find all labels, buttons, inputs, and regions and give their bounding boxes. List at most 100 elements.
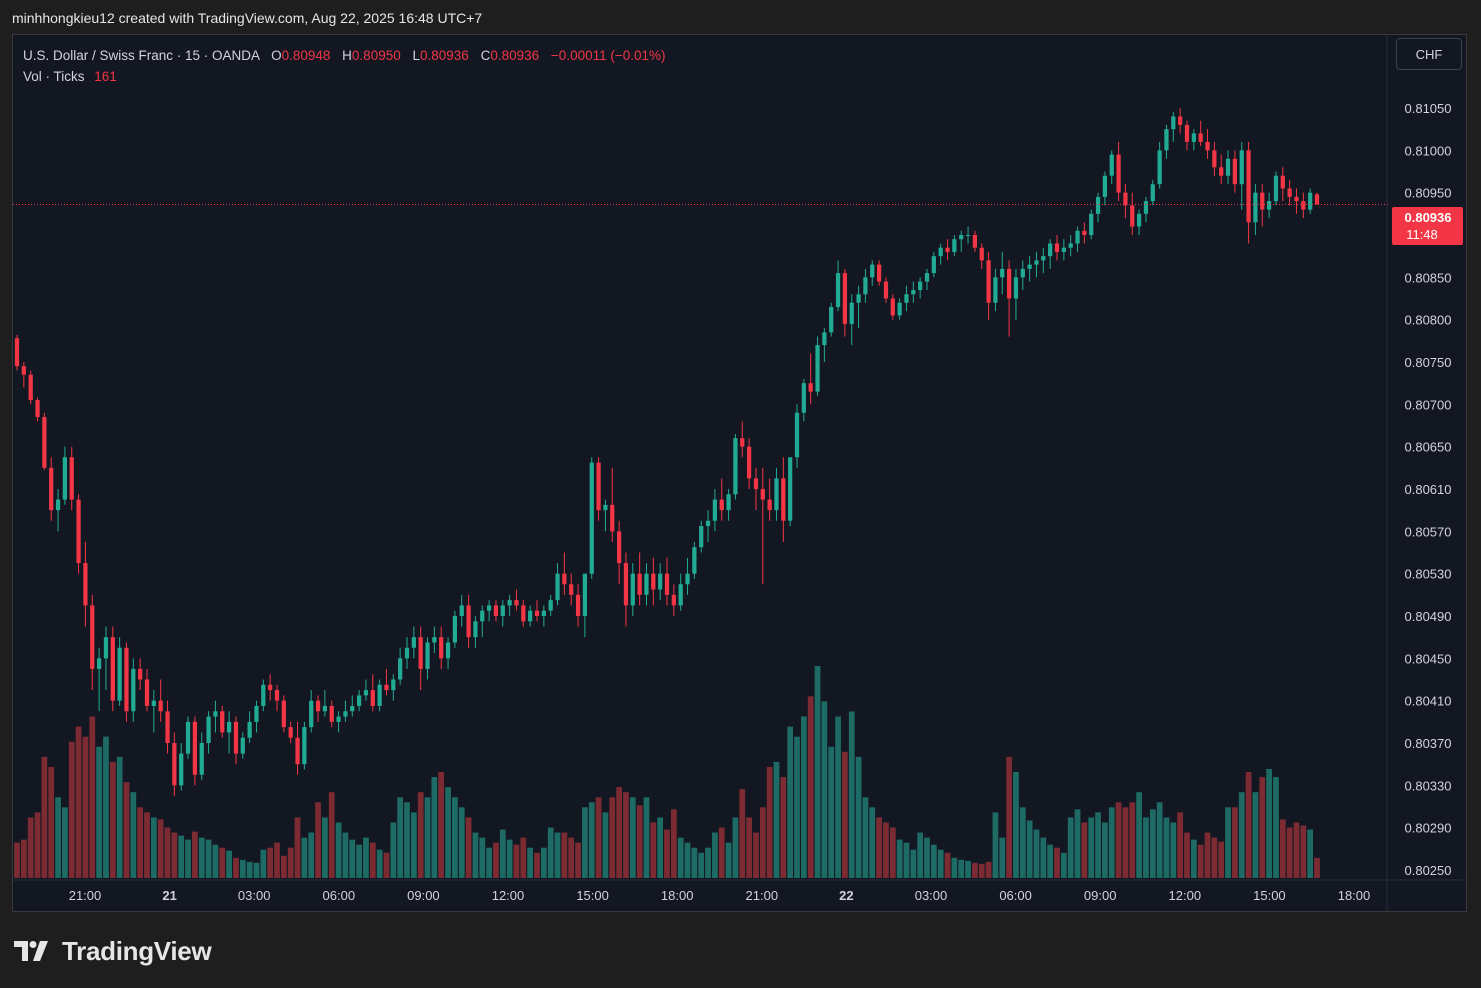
candle-body[interactable]	[883, 281, 889, 299]
candle-body[interactable]	[610, 504, 615, 532]
tradingview-brand[interactable]: TradingView	[14, 934, 212, 968]
candle-body[interactable]	[705, 520, 711, 527]
candle-body[interactable]	[1061, 247, 1066, 252]
candle-body[interactable]	[42, 417, 47, 468]
candle-body[interactable]	[138, 668, 143, 680]
candle-body[interactable]	[411, 637, 416, 648]
candle-body[interactable]	[1109, 154, 1114, 176]
candle-body[interactable]	[343, 711, 348, 717]
candle-body[interactable]	[692, 547, 697, 574]
candle-body[interactable]	[486, 605, 492, 611]
candle-body[interactable]	[630, 573, 635, 606]
candle-body[interactable]	[897, 302, 902, 316]
candle-body[interactable]	[336, 716, 341, 722]
candle-body[interactable]	[575, 594, 581, 616]
candle-body[interactable]	[493, 605, 499, 616]
candle-body[interactable]	[623, 563, 629, 606]
candle-body[interactable]	[473, 621, 478, 638]
candle-body[interactable]	[185, 721, 191, 754]
candle-body[interactable]	[35, 400, 40, 418]
candle-body[interactable]	[192, 721, 198, 775]
candle-body[interactable]	[603, 504, 608, 511]
candle-body[interactable]	[247, 721, 252, 738]
candle-body[interactable]	[1171, 116, 1176, 130]
candle-body[interactable]	[562, 573, 567, 585]
candle-body[interactable]	[1314, 194, 1320, 205]
candle-body[interactable]	[931, 256, 936, 274]
candle-body[interactable]	[398, 658, 403, 680]
candle-body[interactable]	[1212, 150, 1217, 168]
candle-body[interactable]	[151, 700, 156, 706]
candle-body[interactable]	[240, 737, 245, 754]
candle-body[interactable]	[254, 705, 259, 722]
candle-body[interactable]	[1006, 268, 1012, 299]
candle-body[interactable]	[986, 260, 991, 303]
candle-body[interactable]	[952, 239, 957, 252]
candle-body[interactable]	[733, 438, 738, 495]
candle-body[interactable]	[651, 573, 656, 590]
candle-body[interactable]	[1102, 175, 1108, 197]
candle-body[interactable]	[404, 647, 410, 659]
candle-body[interactable]	[507, 600, 512, 606]
candle-body[interactable]	[1013, 277, 1019, 299]
candle-body[interactable]	[315, 700, 321, 712]
candle-body[interactable]	[1143, 201, 1149, 214]
candle-body[interactable]	[158, 700, 163, 712]
candle-body[interactable]	[1041, 256, 1046, 261]
candle-body[interactable]	[726, 494, 731, 511]
candle-body[interactable]	[302, 727, 307, 765]
candle-body[interactable]	[1287, 188, 1292, 197]
candle-body[interactable]	[233, 721, 239, 754]
candle-body[interactable]	[213, 711, 218, 717]
candle-body[interactable]	[459, 605, 464, 616]
candle-body[interactable]	[1034, 260, 1039, 265]
candle-body[interactable]	[1164, 129, 1169, 151]
candle-body[interactable]	[418, 637, 423, 669]
candle-body[interactable]	[144, 679, 150, 706]
candle-body[interactable]	[21, 366, 26, 375]
candle-body[interactable]	[391, 679, 396, 691]
candle-body[interactable]	[1048, 243, 1053, 257]
candle-body[interactable]	[1280, 175, 1285, 189]
candle-body[interactable]	[28, 374, 33, 401]
candle-body[interactable]	[671, 594, 676, 606]
candle-body[interactable]	[856, 294, 861, 303]
candle-body[interactable]	[1000, 268, 1005, 278]
candle-body[interactable]	[870, 264, 875, 278]
chart-frame[interactable]	[12, 34, 1467, 912]
candle-body[interactable]	[370, 690, 375, 706]
candle-body[interactable]	[1136, 213, 1142, 227]
candle-body[interactable]	[555, 573, 560, 601]
candle-body[interactable]	[206, 716, 211, 743]
candle-body[interactable]	[452, 616, 458, 643]
candle-body[interactable]	[274, 690, 280, 701]
candle-body[interactable]	[1075, 230, 1080, 244]
candle-body[interactable]	[110, 637, 115, 701]
candle-body[interactable]	[1191, 133, 1196, 142]
candle-body[interactable]	[685, 573, 690, 585]
candle-body[interactable]	[596, 462, 601, 511]
candle-body[interactable]	[1253, 192, 1258, 223]
symbol-title[interactable]: U.S. Dollar / Swiss Franc · 15 · OANDA	[23, 48, 260, 63]
candle-body[interactable]	[781, 478, 786, 521]
volume-label[interactable]: Vol · Ticks	[23, 69, 85, 84]
candle-body[interactable]	[760, 489, 765, 500]
candle-body[interactable]	[1130, 205, 1135, 227]
candle-body[interactable]	[432, 637, 437, 643]
candle-body[interactable]	[1184, 124, 1190, 142]
candle-body[interactable]	[103, 637, 109, 659]
candle-body[interactable]	[589, 462, 594, 574]
candle-body[interactable]	[959, 235, 964, 240]
candle-body[interactable]	[911, 290, 916, 295]
candle-body[interactable]	[329, 705, 334, 722]
candle-body[interactable]	[658, 573, 663, 590]
candle-body[interactable]	[1294, 196, 1299, 202]
candle-body[interactable]	[993, 277, 998, 303]
candle-body[interactable]	[1178, 116, 1183, 125]
candle-body[interactable]	[466, 605, 471, 638]
candle-body[interactable]	[1157, 150, 1162, 185]
candle-body[interactable]	[1232, 158, 1238, 185]
candle-body[interactable]	[637, 573, 642, 595]
candle-body[interactable]	[965, 235, 971, 236]
candle-body[interactable]	[356, 695, 362, 706]
